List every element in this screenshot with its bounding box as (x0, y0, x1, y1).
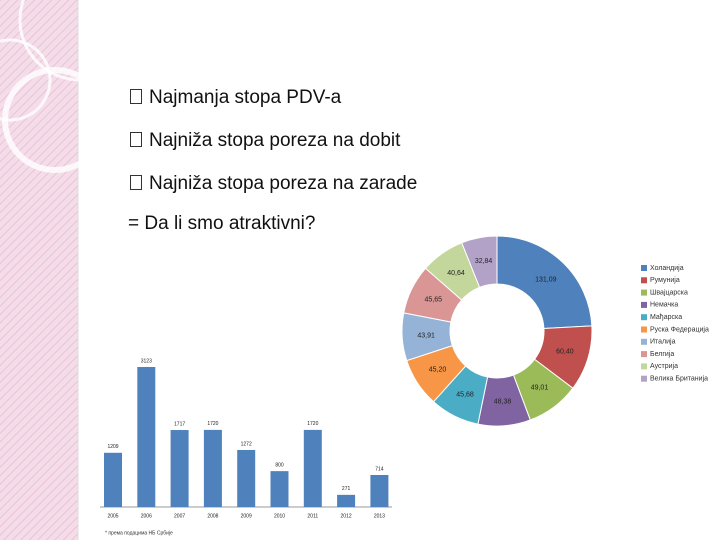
x-tick-label: 2010 (274, 513, 285, 519)
legend-label: Холандија (650, 265, 684, 272)
bullet-text: Najniža stopa poreza na zarade (149, 173, 418, 194)
data-label: 49,01 (531, 385, 549, 392)
x-tick-label: 2009 (241, 513, 252, 519)
data-label: 1272 (241, 441, 252, 447)
legend-swatch (641, 277, 647, 284)
footnote: * према подацима НБ Србије (105, 530, 173, 536)
data-label: 32,84 (475, 258, 493, 265)
legend-swatch (641, 326, 647, 333)
question: = Da li smo atraktivni? (128, 213, 316, 234)
legend-swatch (641, 289, 647, 296)
data-label: 1720 (307, 421, 318, 427)
legend-label: Белгија (650, 351, 674, 358)
legend-swatch (641, 338, 647, 345)
bar (370, 474, 389, 507)
bar (337, 494, 356, 507)
bar (270, 471, 289, 507)
x-tick-label: 2006 (141, 513, 152, 519)
x-tick-label: 2012 (341, 513, 352, 519)
data-label: 60,40 (556, 349, 574, 356)
bar (237, 449, 256, 507)
data-label: 1717 (174, 421, 185, 427)
data-label: 3123 (141, 358, 152, 364)
data-label: 45,20 (429, 367, 447, 374)
legend-label: Руска Федерација (650, 326, 709, 333)
data-label: 48,38 (494, 399, 512, 406)
bullet: Najmanja stopa PDV-a (130, 87, 341, 109)
x-tick-label: 2007 (174, 513, 185, 519)
data-label: 271 (342, 486, 351, 492)
legend-swatch (641, 363, 647, 370)
legend-label: Велика Британија (650, 376, 708, 383)
data-label: 714 (375, 466, 384, 472)
x-tick-label: 2011 (307, 513, 318, 519)
data-label: 45,65 (424, 297, 442, 304)
side-panel (0, 0, 78, 540)
data-label: 40,64 (447, 270, 465, 277)
data-label: 800 (275, 462, 284, 468)
data-label: 1209 (107, 444, 118, 450)
legend-label: Мађарска (650, 314, 682, 321)
x-tick-label: 2013 (374, 513, 385, 519)
data-label: 1720 (207, 421, 218, 427)
legend-label: Немачка (650, 302, 678, 309)
legend-label: Швајцарска (650, 289, 688, 296)
donut-slice (461, 235, 498, 289)
legend-swatch (641, 301, 647, 308)
legend-label: Аустрија (650, 363, 678, 370)
legend-label: Румунија (650, 277, 680, 284)
bullet-text: Najniža stopa poreza na dobit (149, 130, 401, 151)
donut-slice (496, 235, 593, 330)
x-tick-label: 2008 (207, 513, 218, 519)
bullet-text: Najmanja stopa PDV-a (149, 87, 342, 108)
bar (170, 430, 189, 507)
bullet: Najniža stopa poreza na zarade (130, 173, 417, 195)
data-label: 43,91 (417, 332, 435, 339)
x-tick-label: 2005 (107, 513, 118, 519)
legend-swatch (641, 375, 647, 382)
bar (104, 452, 122, 507)
legend-swatch (641, 351, 647, 358)
decor-circle (0, 38, 52, 122)
bar (203, 429, 222, 507)
legend-swatch (641, 265, 647, 271)
legend-swatch (641, 314, 647, 321)
bar (303, 429, 322, 507)
bar (137, 367, 156, 507)
decor-circle (18, 0, 142, 82)
data-label: 131,09 (535, 276, 557, 283)
data-label: 45,68 (456, 391, 474, 398)
bullet: Najniža stopa poreza na dobit (130, 130, 400, 152)
legend-label: Италија (650, 339, 676, 346)
